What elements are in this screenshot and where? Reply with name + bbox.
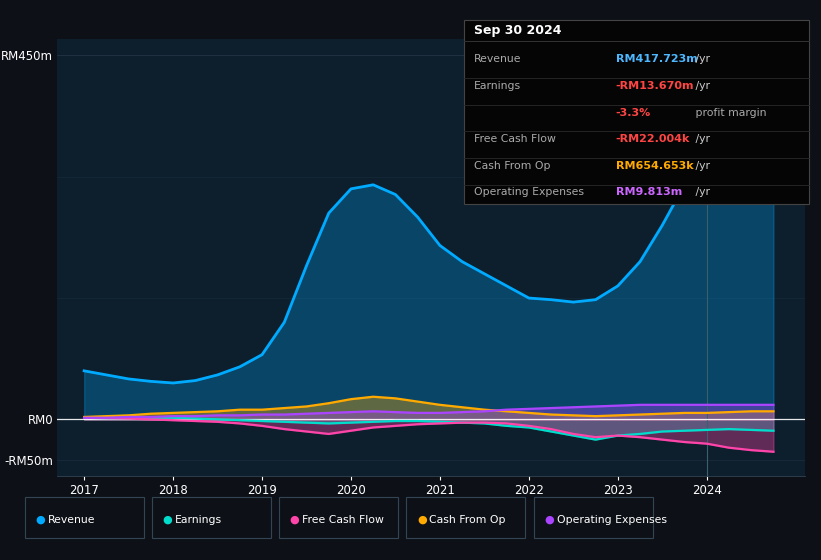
Text: /yr: /yr (692, 81, 710, 91)
Text: /yr: /yr (692, 187, 710, 197)
Text: Operating Expenses: Operating Expenses (474, 187, 584, 197)
Text: /yr: /yr (692, 134, 710, 144)
Text: -RM13.670m: -RM13.670m (616, 81, 695, 91)
Text: Operating Expenses: Operating Expenses (557, 515, 667, 525)
Text: Revenue: Revenue (48, 515, 95, 525)
Text: ●: ● (163, 515, 172, 525)
Text: profit margin: profit margin (692, 108, 767, 118)
Text: ●: ● (35, 515, 45, 525)
Text: Free Cash Flow: Free Cash Flow (302, 515, 384, 525)
Text: -RM22.004k: -RM22.004k (616, 134, 690, 144)
Text: ●: ● (544, 515, 554, 525)
Text: Free Cash Flow: Free Cash Flow (474, 134, 556, 144)
Text: Earnings: Earnings (474, 81, 521, 91)
Text: Revenue: Revenue (474, 54, 521, 64)
Text: RM654.653k: RM654.653k (616, 161, 694, 171)
Text: ●: ● (417, 515, 427, 525)
Text: RM9.813m: RM9.813m (616, 187, 682, 197)
Text: -3.3%: -3.3% (616, 108, 651, 118)
Text: ●: ● (290, 515, 300, 525)
Text: /yr: /yr (692, 161, 710, 171)
Text: Cash From Op: Cash From Op (429, 515, 506, 525)
Text: Cash From Op: Cash From Op (474, 161, 550, 171)
Text: /yr: /yr (692, 54, 710, 64)
Text: Earnings: Earnings (175, 515, 222, 525)
Text: RM417.723m: RM417.723m (616, 54, 698, 64)
Text: Sep 30 2024: Sep 30 2024 (474, 24, 562, 36)
